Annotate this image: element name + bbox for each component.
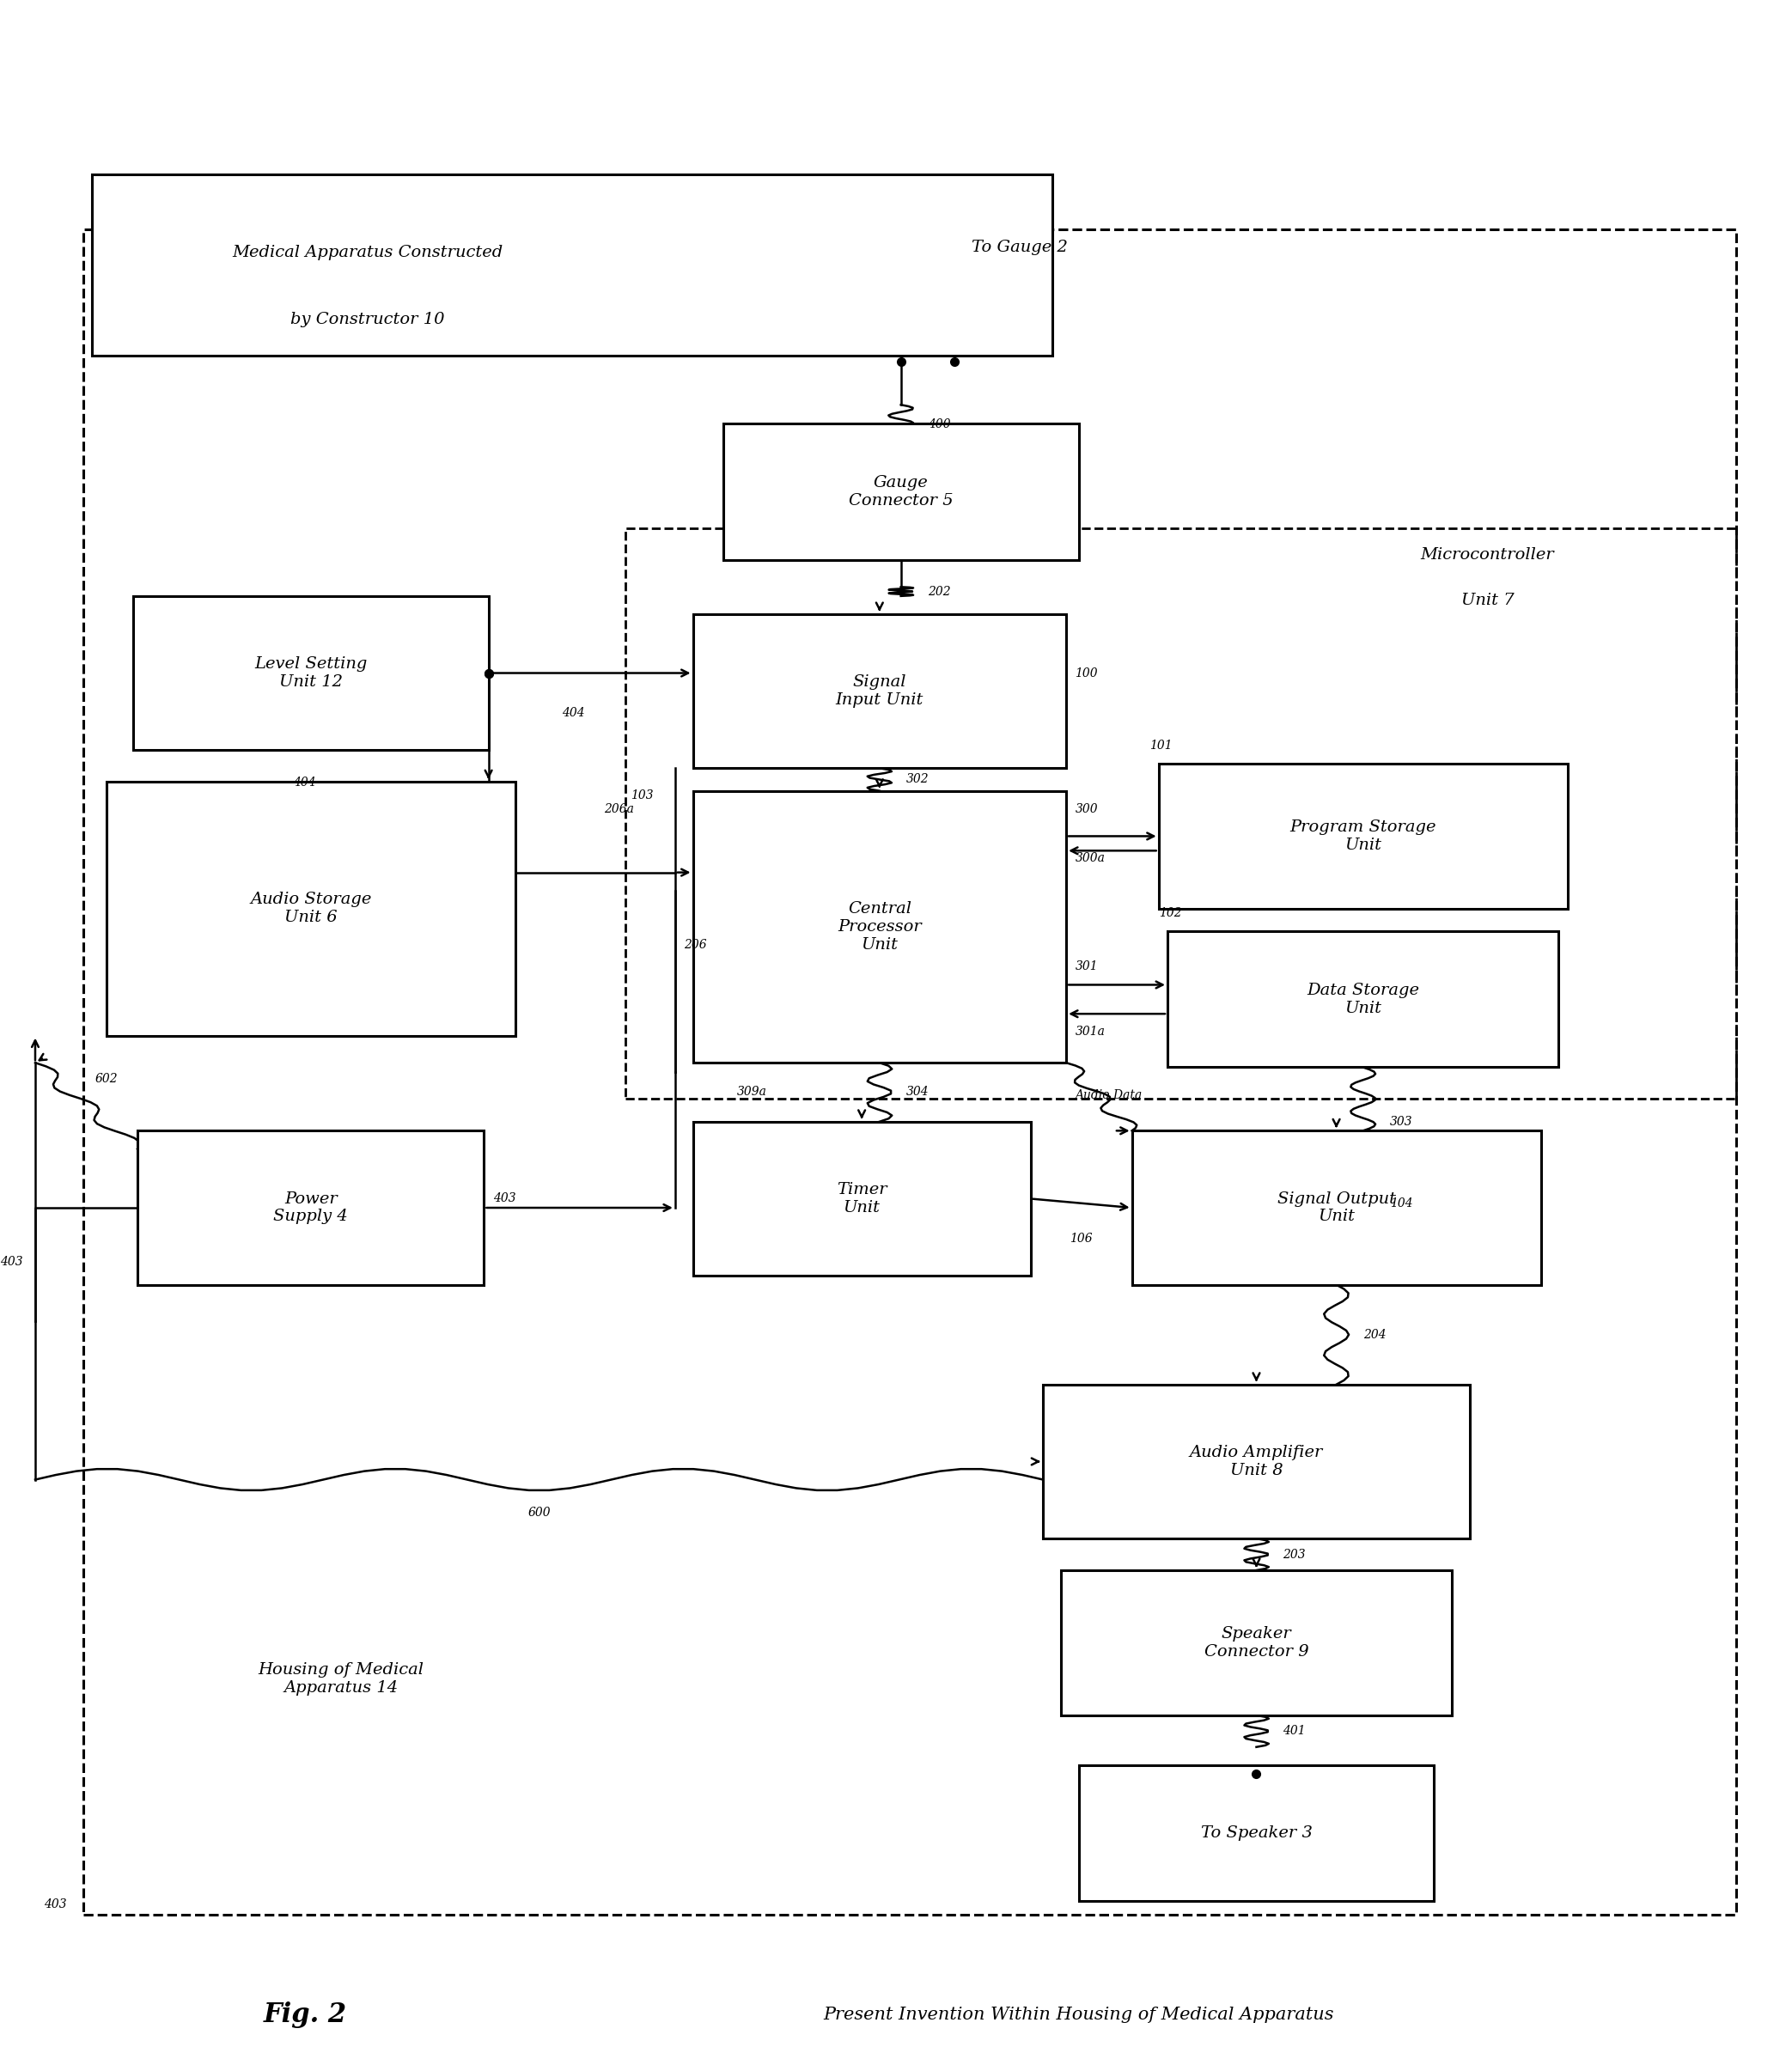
Text: Fig. 2: Fig. 2 [263,2002,348,2028]
FancyBboxPatch shape [1043,1384,1469,1538]
Text: Housing of Medical
Apparatus 14: Housing of Medical Apparatus 14 [258,1663,425,1696]
Text: Program Storage
Unit: Program Storage Unit [1290,819,1435,852]
Text: Central
Processor
Unit: Central Processor Unit [837,901,921,953]
Text: 300a: 300a [1075,852,1106,864]
Text: Data Storage
Unit: Data Storage Unit [1306,983,1419,1016]
Text: 403: 403 [493,1193,516,1205]
FancyBboxPatch shape [724,423,1079,560]
FancyBboxPatch shape [133,595,489,749]
FancyBboxPatch shape [1159,764,1568,909]
FancyBboxPatch shape [1079,1766,1434,1901]
Text: 101: 101 [1150,739,1172,751]
Text: 104: 104 [1389,1197,1412,1209]
Text: 403: 403 [45,1899,66,1911]
Text: Present Invention Within Housing of Medical Apparatus: Present Invention Within Housing of Medi… [823,2006,1333,2022]
Text: 106: 106 [1070,1232,1093,1244]
Text: To Speaker 3: To Speaker 3 [1201,1825,1312,1842]
FancyBboxPatch shape [106,782,514,1035]
Text: 404: 404 [292,776,315,788]
Text: 206a: 206a [604,803,634,815]
Text: 302: 302 [907,774,928,786]
Text: 204: 204 [1364,1328,1385,1341]
FancyBboxPatch shape [138,1131,484,1285]
Text: 600: 600 [527,1507,550,1519]
Text: Gauge
Connector 5: Gauge Connector 5 [849,474,953,509]
Text: by Constructor 10: by Constructor 10 [290,312,444,326]
Text: 400: 400 [928,419,950,431]
Text: 103: 103 [631,790,654,801]
Text: 100: 100 [1075,667,1098,680]
Text: Medical Apparatus Constructed: Medical Apparatus Constructed [233,244,504,261]
FancyBboxPatch shape [694,790,1066,1063]
Text: 304: 304 [907,1086,928,1098]
FancyBboxPatch shape [694,614,1066,768]
Text: Speaker
Connector 9: Speaker Connector 9 [1204,1626,1308,1659]
Text: 203: 203 [1283,1548,1306,1560]
FancyBboxPatch shape [1133,1131,1541,1285]
Text: 300: 300 [1075,803,1098,815]
Text: To Gauge 2: To Gauge 2 [971,240,1068,255]
Text: 301: 301 [1075,961,1098,973]
Text: 303: 303 [1389,1115,1412,1127]
Text: Audio Data: Audio Data [1075,1090,1142,1100]
Text: 404: 404 [561,706,584,719]
Text: Power
Supply 4: Power Supply 4 [274,1191,348,1224]
Text: 202: 202 [928,585,950,597]
Text: Microcontroller: Microcontroller [1421,548,1554,563]
Text: Level Setting
Unit 12: Level Setting Unit 12 [254,657,367,690]
Text: 301a: 301a [1075,1026,1106,1039]
FancyBboxPatch shape [1167,932,1559,1068]
Text: Timer
Unit: Timer Unit [837,1183,887,1215]
Text: Signal Output
Unit: Signal Output Unit [1278,1191,1396,1224]
FancyBboxPatch shape [91,175,1052,355]
Text: 206: 206 [685,938,706,951]
Text: 602: 602 [95,1072,118,1084]
Text: Audio Storage
Unit 6: Audio Storage Unit 6 [251,891,371,926]
FancyBboxPatch shape [694,1121,1030,1275]
Text: 102: 102 [1159,907,1181,920]
Text: 403: 403 [0,1256,23,1269]
Text: Signal
Input Unit: Signal Input Unit [835,675,923,708]
Text: 309a: 309a [737,1086,767,1098]
Text: Unit 7: Unit 7 [1460,593,1514,608]
Text: Audio Amplifier
Unit 8: Audio Amplifier Unit 8 [1190,1445,1322,1478]
Text: 401: 401 [1283,1725,1306,1737]
FancyBboxPatch shape [1061,1571,1452,1716]
